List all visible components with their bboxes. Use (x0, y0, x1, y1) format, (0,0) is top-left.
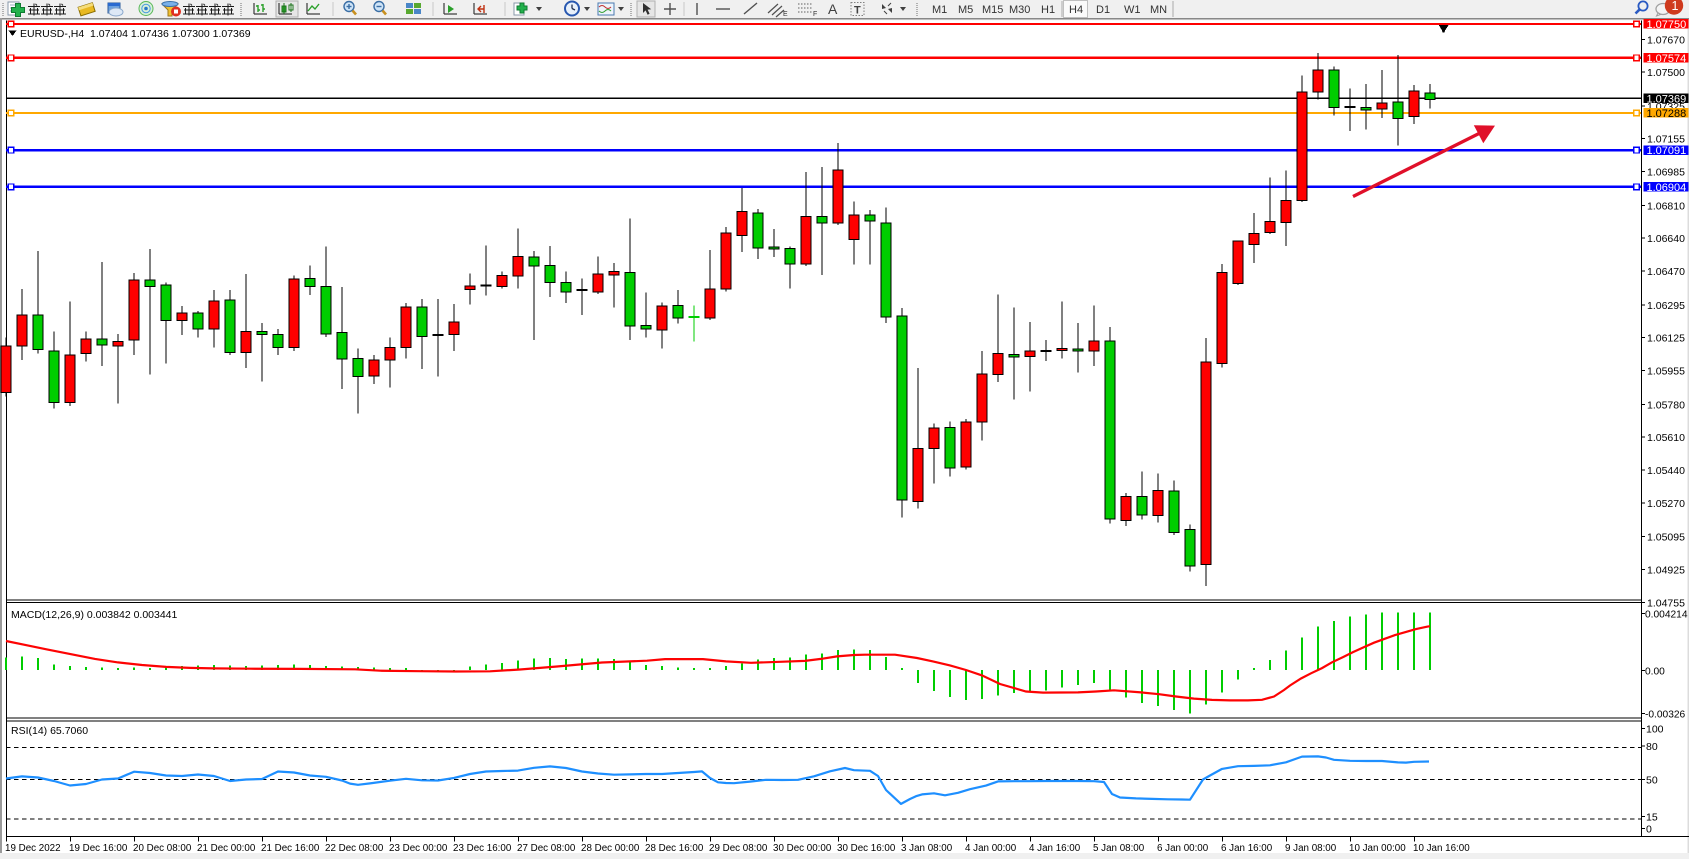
svg-text:80: 80 (1646, 741, 1658, 753)
svg-text:30 Dec 00:00: 30 Dec 00:00 (773, 843, 832, 854)
svg-text:T: T (854, 5, 861, 17)
svg-text:1.07091: 1.07091 (1647, 145, 1687, 157)
svg-text:1.06295: 1.06295 (1647, 300, 1685, 312)
svg-text:M5: M5 (958, 4, 973, 16)
svg-text:3 Jan 08:00: 3 Jan 08:00 (901, 843, 953, 854)
svg-text:5 Jan 08:00: 5 Jan 08:00 (1093, 843, 1145, 854)
svg-text:1.07369: 1.07369 (1647, 93, 1687, 105)
svg-text:19 Dec 2022: 19 Dec 2022 (5, 843, 61, 854)
svg-text:23 Dec 00:00: 23 Dec 00:00 (389, 843, 448, 854)
svg-text:6 Jan 16:00: 6 Jan 16:00 (1221, 843, 1273, 854)
svg-text:0: 0 (1646, 824, 1652, 836)
svg-text:23 Dec 16:00: 23 Dec 16:00 (453, 843, 512, 854)
svg-text:29 Dec 08:00: 29 Dec 08:00 (709, 843, 768, 854)
svg-text:28 Dec 00:00: 28 Dec 00:00 (581, 843, 640, 854)
svg-text:1.06810: 1.06810 (1647, 200, 1685, 212)
svg-text:21 Dec 00:00: 21 Dec 00:00 (197, 843, 256, 854)
svg-text:50: 50 (1646, 774, 1658, 786)
svg-text:22 Dec 08:00: 22 Dec 08:00 (325, 843, 384, 854)
svg-text:27 Dec 08:00: 27 Dec 08:00 (517, 843, 576, 854)
svg-text:M30: M30 (1009, 4, 1030, 16)
svg-text:MACD(12,26,9) 0.003842 0.00344: MACD(12,26,9) 0.003842 0.003441 (11, 609, 178, 621)
svg-text:1.06985: 1.06985 (1647, 167, 1685, 179)
svg-text:10 Jan 00:00: 10 Jan 00:00 (1349, 843, 1406, 854)
svg-text:W1: W1 (1124, 4, 1141, 16)
svg-text:EURUSD-,H4 1.07404 1.07436 1.: EURUSD-,H4 1.07404 1.07436 1.07300 1.073… (20, 28, 251, 40)
svg-text:30 Dec 16:00: 30 Dec 16:00 (837, 843, 896, 854)
svg-text:1.04755: 1.04755 (1647, 597, 1685, 609)
svg-text:-0.00326: -0.00326 (1645, 710, 1686, 721)
svg-text:1.04925: 1.04925 (1647, 564, 1685, 576)
svg-text:A: A (828, 1, 838, 17)
svg-text:21 Dec 16:00: 21 Dec 16:00 (261, 843, 320, 854)
svg-text:RSI(14) 65.7060: RSI(14) 65.7060 (11, 725, 88, 737)
svg-text:1.07288: 1.07288 (1647, 108, 1687, 120)
svg-text:4 Jan 16:00: 4 Jan 16:00 (1029, 843, 1081, 854)
svg-text:H4: H4 (1069, 4, 1083, 16)
svg-text:H1: H1 (1041, 4, 1055, 16)
svg-text:1.06470: 1.06470 (1647, 266, 1685, 278)
svg-text:F: F (813, 11, 817, 18)
svg-text:1.05270: 1.05270 (1647, 498, 1685, 510)
svg-text:1.05440: 1.05440 (1647, 465, 1685, 477)
svg-text:9 Jan 08:00: 9 Jan 08:00 (1285, 843, 1337, 854)
svg-text:M1: M1 (932, 4, 947, 16)
svg-text:MN: MN (1150, 4, 1167, 16)
svg-text:1.07155: 1.07155 (1647, 134, 1685, 146)
svg-text:0.00: 0.00 (1645, 666, 1665, 677)
svg-text:4 Jan 00:00: 4 Jan 00:00 (965, 843, 1017, 854)
svg-text:1.07500: 1.07500 (1647, 67, 1685, 79)
svg-text:D1: D1 (1096, 4, 1110, 16)
svg-text:E: E (783, 11, 788, 18)
svg-text:20 Dec 08:00: 20 Dec 08:00 (133, 843, 192, 854)
svg-text:1.05095: 1.05095 (1647, 532, 1685, 544)
svg-text:1.07670: 1.07670 (1647, 34, 1685, 46)
svg-text:15: 15 (1646, 812, 1658, 824)
svg-text:1.05955: 1.05955 (1647, 366, 1685, 378)
svg-text:1: 1 (1672, 0, 1679, 13)
svg-text:1.06640: 1.06640 (1647, 233, 1685, 245)
svg-text:1.06904: 1.06904 (1647, 182, 1687, 194)
svg-text:M15: M15 (982, 4, 1003, 16)
svg-text:10 Jan 16:00: 10 Jan 16:00 (1413, 843, 1470, 854)
svg-text:1.05780: 1.05780 (1647, 399, 1685, 411)
svg-text:1.07750: 1.07750 (1647, 19, 1687, 31)
svg-text:1.06125: 1.06125 (1647, 333, 1685, 345)
svg-text:0.004214: 0.004214 (1645, 610, 1688, 621)
svg-text:1.05610: 1.05610 (1647, 432, 1685, 444)
svg-text:28 Dec 16:00: 28 Dec 16:00 (645, 843, 704, 854)
svg-text:19 Dec 16:00: 19 Dec 16:00 (69, 843, 128, 854)
svg-text:100: 100 (1646, 724, 1664, 736)
svg-text:1.07574: 1.07574 (1647, 53, 1687, 65)
svg-text:6 Jan 00:00: 6 Jan 00:00 (1157, 843, 1209, 854)
